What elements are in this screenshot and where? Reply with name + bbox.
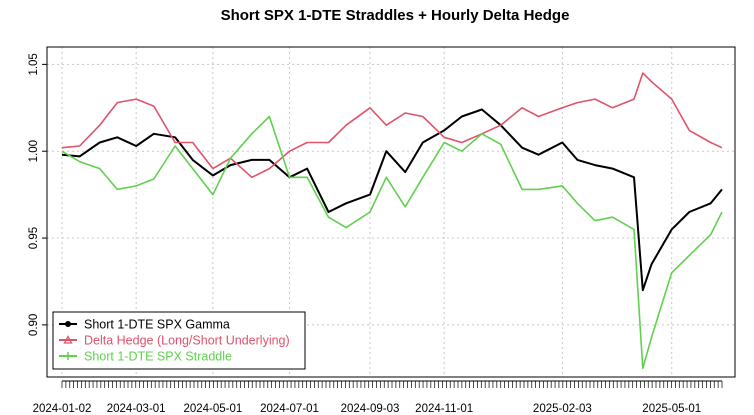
chart-title: Short SPX 1-DTE Straddles + Hourly Delta… xyxy=(221,7,570,24)
x-tick-label: 2024-07-01 xyxy=(260,403,319,415)
series-line-2 xyxy=(61,72,723,179)
x-tick-label: 2024-05-01 xyxy=(183,403,242,415)
x-tick-label: 2024-01-02 xyxy=(33,403,92,415)
legend-label: Delta Hedge (Long/Short Underlying) xyxy=(84,334,290,348)
legend-marker-triangle xyxy=(63,335,73,344)
series-line-1 xyxy=(61,108,723,292)
legend-marker-circle xyxy=(65,321,71,327)
x-tick-label: 2024-09-03 xyxy=(341,403,400,415)
x-tick-label: 2024-11-01 xyxy=(415,403,473,415)
plot-box xyxy=(46,46,736,378)
x-axis: 2024-01-02 2024-03-01 2024-05-01 2024-07-01… xyxy=(33,380,723,415)
y-tick-label: 1.00 xyxy=(28,140,40,162)
legend-label: Short 1-DTE SPX Straddle xyxy=(84,350,232,364)
x-tick-label: 2025-05-01 xyxy=(642,403,701,415)
y-tick-label: 1.05 xyxy=(28,53,40,75)
y-tick-label: 0.95 xyxy=(28,227,40,249)
y-tick-label: 0.90 xyxy=(28,314,40,336)
x-minor-ticks xyxy=(61,381,723,388)
legend-box xyxy=(52,311,306,370)
series-line-3 xyxy=(61,115,723,370)
series-group xyxy=(61,72,723,370)
x-tick-label: 2024-03-01 xyxy=(107,403,166,415)
legend: Short 1-DTE SPX Gamma Delta Hedge (Long/S… xyxy=(52,311,306,370)
legend-label: Short 1-DTE SPX Gamma xyxy=(84,318,230,332)
y-axis: 0.90 0.95 1.00 1.05 xyxy=(28,53,47,336)
x-tick-label: 2025-02-03 xyxy=(533,403,592,415)
